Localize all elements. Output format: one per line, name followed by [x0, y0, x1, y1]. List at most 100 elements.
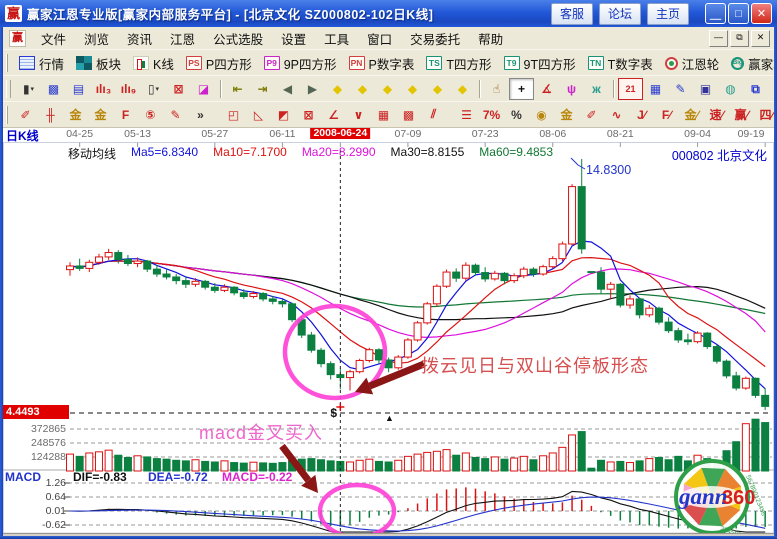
calendar-button[interactable]: 21 [618, 78, 643, 100]
t9-square-button[interactable]: T9 9T四方形 [498, 52, 582, 75]
p-square-button-icon: PS [185, 56, 202, 70]
menu-bar: 赢 文件 浏览 资讯 江恩 公式选股 设置 工具 窗口 交易委托 帮助 — ⧉ ✕ [3, 27, 774, 50]
t-number-button[interactable]: TN T数字表 [582, 52, 659, 75]
gann-box-tool[interactable]: ◰ [227, 107, 240, 122]
close-button[interactable]: ✕ [751, 3, 772, 24]
fan-box2-tool[interactable]: ⊠ [303, 107, 314, 122]
menu-item-0[interactable]: 文件 [41, 32, 67, 47]
percent-tool[interactable]: % [511, 107, 522, 122]
step-forward-button[interactable]: ▶ [307, 82, 318, 96]
gold-grid2-tool[interactable]: 金 [94, 108, 107, 122]
date-tick-label: 07-23 [471, 128, 499, 140]
web-button[interactable]: ◍ [725, 82, 736, 96]
title-link-0[interactable]: 客服 [551, 2, 593, 25]
gold-circle-tool[interactable]: ◉ [536, 107, 547, 122]
skip-start-button[interactable]: ⇤ [232, 82, 243, 96]
gann-flower-tool[interactable]: ψ [566, 82, 577, 96]
pen-grid-tool[interactable]: ✎ [170, 107, 181, 122]
expand-v-button[interactable]: ◆ [432, 82, 443, 96]
p-square-button[interactable]: PS P四方形 [180, 52, 258, 75]
quotes-button[interactable]: 行情 [13, 52, 70, 75]
bars-3-icon[interactable]: ılı₃ [95, 82, 112, 96]
sectors-button[interactable]: 板块 [70, 52, 127, 75]
remote-button[interactable]: ⧉ [751, 81, 760, 96]
menu-item-6[interactable]: 工具 [324, 32, 350, 47]
zoom-right-button[interactable]: ◆ [357, 82, 368, 96]
title-link-2[interactable]: 主页 [647, 2, 689, 25]
toolbar-grip [6, 80, 11, 98]
j-angle-tool[interactable]: J∕ [637, 107, 646, 122]
seven-percent-tool[interactable]: 7% [482, 107, 501, 122]
menu-item-1[interactable]: 浏览 [84, 32, 110, 47]
menu-item-2[interactable]: 资讯 [127, 32, 153, 47]
menu-item-4[interactable]: 公式选股 [213, 32, 264, 47]
step-back-button[interactable]: ◀ [282, 82, 293, 96]
thin-candle-dropdown[interactable]: ▯ ▾ [147, 82, 160, 96]
zoom-left-button[interactable]: ◆ [332, 82, 343, 96]
f-angle-tool[interactable]: F∕ [661, 107, 672, 122]
crosshair-tool[interactable]: + [509, 78, 534, 100]
menu-item-3[interactable]: 江恩 [170, 32, 196, 47]
save-button[interactable]: ▣ [699, 82, 712, 96]
compress-h-button[interactable]: ◆ [407, 82, 418, 96]
notes-icon[interactable]: ▤ [72, 82, 85, 96]
gold-line-tool[interactable]: 金 [560, 108, 573, 122]
minimize-button[interactable]: ＿ [705, 3, 726, 24]
menu-item-9[interactable]: 帮助 [478, 32, 504, 47]
grid-dense-tool[interactable]: ▩ [402, 107, 415, 122]
mdi-restore-button[interactable]: ⧉ [730, 29, 749, 47]
cloud-tool[interactable]: ж [592, 82, 601, 96]
draw-overflow[interactable]: » [197, 107, 204, 122]
mdi-close-button[interactable]: ✕ [751, 29, 770, 47]
gold-angle-tool[interactable]: 金∕ [684, 108, 699, 122]
angle-tool[interactable]: ∡ [541, 82, 552, 96]
grid-fine-tool[interactable]: ▦ [377, 107, 390, 122]
f-grid-tool[interactable]: F [121, 107, 130, 122]
calculator-button[interactable]: ▦ [649, 82, 662, 96]
four-angle-tool[interactable]: 四∕ [759, 108, 774, 122]
grid-tool[interactable]: ╫ [46, 107, 55, 122]
vee-tool[interactable]: ∨ [353, 107, 364, 122]
gold-grid-tool[interactable]: 金 [69, 108, 82, 122]
title-link-1[interactable]: 论坛 [599, 2, 641, 25]
flag-chart-icon[interactable]: ◪ [197, 82, 210, 96]
brush-tool[interactable]: ✐ [20, 107, 31, 122]
ma-header: 移动均线 Ma5=6.8340 Ma10=7.1700 Ma20=8.2990 … [68, 145, 553, 162]
skip-end-button[interactable]: ⇥ [257, 82, 268, 96]
speed-angle-tool[interactable]: 速∕ [709, 108, 724, 122]
pen-bars-tool[interactable]: ✐ [586, 107, 597, 122]
percent-frame-icon[interactable]: ⊠ [173, 82, 184, 96]
p9-square-button[interactable]: P9 9P四方形 [258, 52, 343, 75]
maximize-button[interactable]: □ [728, 3, 749, 24]
expand-h-button[interactable]: ◆ [382, 82, 393, 96]
winner-wheel-button-label: 赢家轮 [748, 57, 774, 72]
candle-style-dropdown[interactable]: ▮ ▾ [22, 82, 35, 96]
gann-fan-tool[interactable]: ◺ [253, 107, 264, 122]
menu-item-8[interactable]: 交易委托 [410, 32, 461, 47]
edit-notes-button[interactable]: ✎ [675, 82, 686, 96]
bars-9-icon[interactable]: ılı₉ [120, 82, 137, 96]
compress-v-button[interactable]: ◆ [457, 82, 468, 96]
gann-wheel-button[interactable]: 江恩轮 [659, 52, 726, 75]
fan-box-tool[interactable]: ◩ [277, 107, 290, 122]
t-square-button[interactable]: TS T四方形 [420, 52, 497, 75]
toolbar-grip [6, 54, 8, 72]
quotes-button-label: 行情 [39, 57, 65, 72]
angle-lines-tool[interactable]: ∠ [328, 107, 339, 122]
sectors-button-icon [76, 56, 93, 70]
ruler-tool[interactable]: ☰ [461, 107, 472, 122]
hand-tool[interactable]: ☝ [492, 82, 501, 96]
menu-item-7[interactable]: 窗口 [367, 32, 393, 47]
kline-button[interactable]: K线 [127, 52, 180, 75]
title-button-group: 客服 论坛 主页 ＿ □ ✕ [551, 2, 777, 25]
win-angle-tool[interactable]: 赢∕ [734, 108, 749, 122]
mdi-minimize-button[interactable]: — [709, 29, 728, 47]
winner-wheel-button[interactable]: Big赢家轮 [725, 52, 774, 75]
p-number-button[interactable]: PN P数字表 [343, 52, 421, 75]
pattern-icon[interactable]: ▩ [47, 82, 60, 96]
slant-lines-tool[interactable]: ⫽ [430, 107, 437, 121]
menu-item-5[interactable]: 设置 [281, 32, 307, 47]
wave-tool[interactable]: ∿ [611, 107, 622, 122]
five-grid-tool[interactable]: ⑤ [145, 107, 156, 122]
